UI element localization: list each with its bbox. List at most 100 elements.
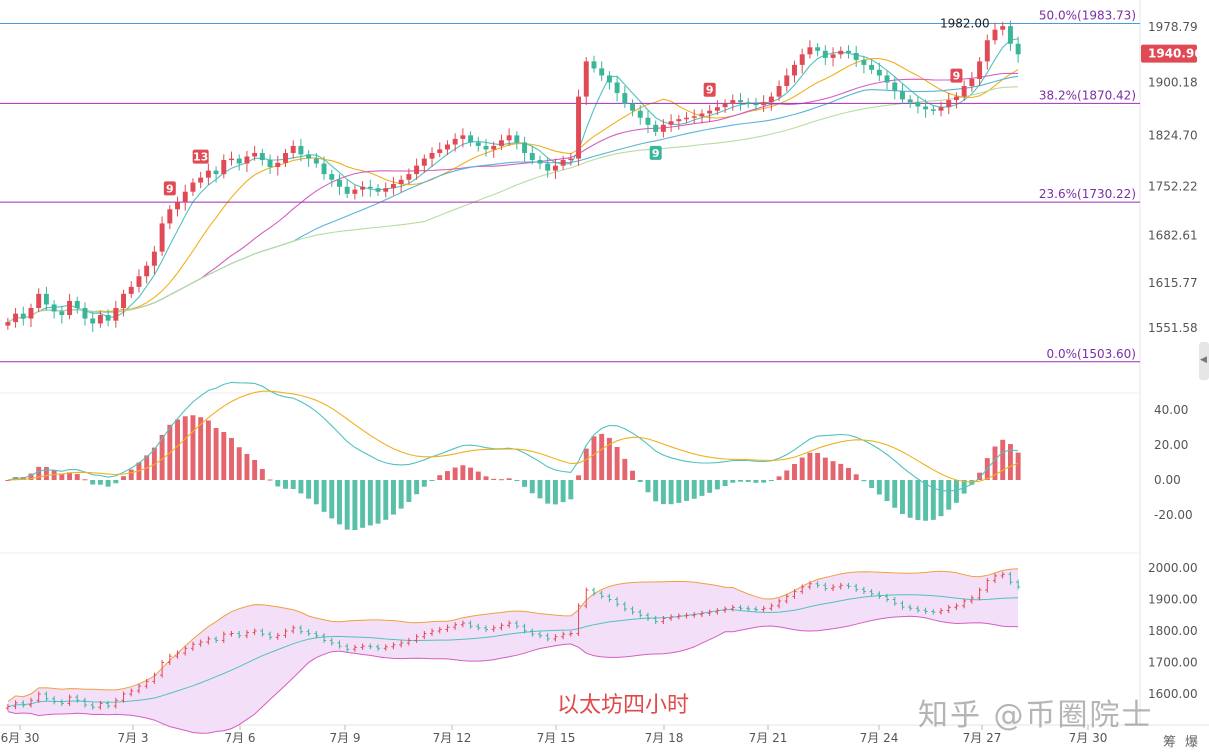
candle-body bbox=[460, 135, 466, 139]
macd-histogram-bar bbox=[344, 480, 350, 530]
candle-body bbox=[167, 209, 173, 224]
macd-histogram-bar bbox=[606, 437, 612, 480]
macd-signal-line bbox=[7, 390, 1019, 483]
macd-histogram-bar bbox=[51, 470, 57, 480]
candle-body bbox=[630, 103, 636, 111]
macd-histogram-bar bbox=[846, 467, 851, 480]
macd-histogram-bar bbox=[899, 480, 905, 515]
macd-tick-label: 20.00 bbox=[1154, 438, 1188, 452]
macd-histogram-bar bbox=[915, 480, 921, 521]
macd-histogram-bar bbox=[684, 480, 689, 501]
macd-histogram-bar bbox=[514, 480, 520, 481]
candle-body bbox=[869, 64, 875, 70]
time-tick-label: 7月 15 bbox=[537, 731, 576, 745]
candle-body bbox=[352, 189, 358, 194]
candle-body bbox=[938, 107, 944, 111]
candle-body bbox=[444, 144, 450, 150]
candle-body bbox=[522, 142, 528, 153]
macd-histogram-bar bbox=[121, 476, 127, 480]
candle-body bbox=[761, 102, 767, 106]
macd-histogram-bar bbox=[807, 452, 813, 480]
candle-body bbox=[815, 47, 821, 51]
candle-body bbox=[961, 86, 967, 97]
panel-collapse-handle[interactable]: ◀ bbox=[1199, 342, 1209, 380]
macd-histogram-bar bbox=[784, 470, 790, 480]
boll-line bbox=[7, 568, 1019, 703]
macd-histogram-bar bbox=[738, 480, 743, 482]
macd-histogram-bar bbox=[452, 467, 458, 480]
macd-histogram-bar bbox=[306, 480, 312, 499]
macd-histogram-bar bbox=[622, 458, 628, 480]
candle-body bbox=[984, 40, 990, 62]
candle-body bbox=[398, 179, 404, 184]
candle-body bbox=[97, 315, 103, 324]
candle-body bbox=[267, 160, 273, 168]
macd-histogram-bar bbox=[576, 475, 582, 480]
macd-panel bbox=[5, 381, 1021, 531]
boll-line bbox=[7, 615, 1019, 734]
macd-histogram-bar bbox=[175, 419, 180, 480]
candle-body bbox=[799, 54, 805, 65]
candle-body bbox=[67, 300, 73, 316]
current-price-label: 1940.96 bbox=[1148, 47, 1203, 61]
candle-body bbox=[653, 124, 659, 132]
candle-body bbox=[614, 82, 620, 94]
macd-histogram-bar bbox=[375, 480, 381, 524]
candle-body bbox=[36, 293, 42, 308]
macd-histogram-bar bbox=[437, 475, 443, 480]
candle-body bbox=[452, 138, 458, 145]
candle-body bbox=[406, 174, 412, 180]
candle-body bbox=[969, 78, 975, 87]
current-price-tag bbox=[1141, 44, 1197, 63]
macd-histogram-bar bbox=[252, 459, 258, 480]
price-tick-label: 1752.22 bbox=[1148, 180, 1198, 194]
candle-body bbox=[421, 158, 427, 166]
candle-body bbox=[1007, 26, 1013, 44]
time-axis: 6月 30 7月 3 7月 6 7月 9 7月 12 7月 15 7月 18 7月 21 7月 … bbox=[1, 725, 1107, 745]
boll-band-fill bbox=[7, 568, 1019, 734]
macd-histogram-bar bbox=[653, 480, 659, 502]
macd-histogram-bar bbox=[660, 480, 666, 505]
candle-body bbox=[321, 163, 327, 175]
price-axis: 1978.79 1900.18 1824.70 1752.22 1682.61 1615.… bbox=[1141, 20, 1203, 701]
macd-histogram-bar bbox=[205, 420, 211, 480]
candle-body bbox=[82, 307, 88, 319]
corner-label-chips[interactable]: 筹 bbox=[1163, 735, 1177, 750]
candle-body bbox=[946, 100, 952, 108]
macd-histogram-bar bbox=[1000, 439, 1006, 480]
macd-histogram-bar bbox=[313, 480, 319, 505]
candle-body bbox=[367, 186, 373, 189]
candle-body bbox=[159, 223, 165, 252]
macd-histogram-bar bbox=[599, 433, 605, 480]
candle-body bbox=[43, 293, 49, 305]
candle-body bbox=[229, 158, 234, 161]
candle-body bbox=[822, 50, 828, 58]
macd-histogram-bar bbox=[414, 480, 420, 495]
candle-body bbox=[236, 158, 242, 164]
candle-body bbox=[275, 162, 281, 168]
time-tick-label: 7月 27 bbox=[963, 731, 1002, 745]
ma-line bbox=[7, 86, 1019, 323]
candle-body bbox=[205, 170, 211, 178]
corner-label-liquidation[interactable]: 爆 bbox=[1185, 735, 1199, 750]
macd-histogram-bar bbox=[67, 472, 73, 480]
candle-body bbox=[360, 186, 366, 190]
macd-histogram-bar bbox=[128, 469, 134, 480]
candle-body bbox=[853, 52, 859, 60]
macd-histogram-bar bbox=[714, 480, 720, 490]
macd-histogram-bar bbox=[923, 480, 929, 521]
td-marker-label: 9 bbox=[166, 182, 174, 195]
candle-body bbox=[190, 182, 196, 192]
macd-histogram-bar bbox=[722, 480, 728, 487]
macd-histogram-bar bbox=[506, 478, 512, 480]
macd-histogram-bar bbox=[892, 480, 898, 508]
candle-body bbox=[583, 61, 589, 97]
macd-histogram-bar bbox=[907, 480, 913, 518]
candle-body bbox=[591, 61, 597, 69]
candle-body bbox=[105, 315, 111, 321]
bollinger-band bbox=[5, 568, 1021, 734]
macd-histogram-bar bbox=[691, 480, 697, 499]
candle-body bbox=[953, 96, 959, 101]
fibonacci-levels: 50.0%(1983.73) 38.2%(1870.42) 23.6%(1730.2… bbox=[0, 9, 1140, 363]
